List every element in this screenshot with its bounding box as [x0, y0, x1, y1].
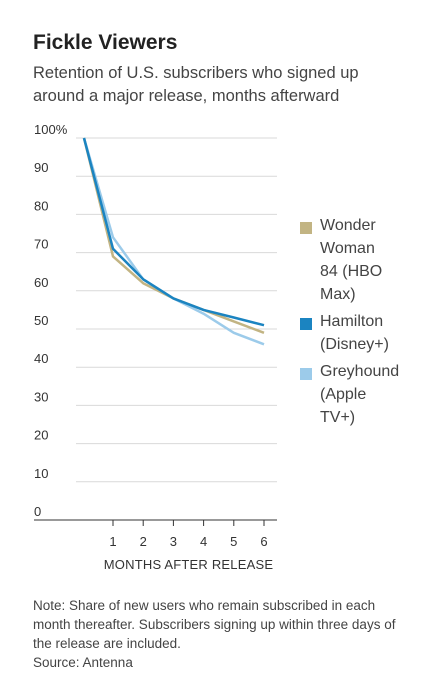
x-tick-label-2: 2	[140, 534, 147, 549]
x-tick-label-4: 4	[200, 534, 207, 549]
y-tick-label-40: 40	[34, 351, 48, 366]
chart-note: Note: Share of new users who remain subs…	[33, 596, 413, 672]
line-chart: 0 10 20 30 40 50 60 70 80 90 100% 1 2 3 4 5 6 MONTHS AF…	[34, 122, 277, 572]
chart-subtitle: Retention of U.S. subscribers who signed…	[33, 64, 359, 105]
legend-swatch-2	[300, 368, 312, 380]
y-axis-tick-labels: 0 10 20 30 40 50 60 70 80 90 100%	[34, 122, 68, 519]
x-axis-label: MONTHS AFTER RELEASE	[104, 557, 274, 572]
y-tick-label-100: 100%	[34, 122, 68, 137]
y-tick-label-30: 30	[34, 389, 48, 404]
series-lines	[82, 137, 265, 346]
x-tick-label-1: 1	[109, 534, 116, 549]
note-text: Note: Share of new users who remain subs…	[33, 598, 396, 651]
y-tick-label-0: 0	[34, 504, 41, 519]
series-line-1	[82, 137, 265, 327]
y-tick-label-20: 20	[34, 428, 48, 443]
legend-label-0: Wonder Woman 84 (HBO Max)	[320, 217, 383, 303]
source-text: Source: Antenna	[33, 655, 133, 670]
legend: Wonder Woman 84 (HBO Max) Hamilton (Disney+) G…	[300, 214, 420, 433]
x-axis: 1 2 3 4 5 6	[34, 519, 277, 549]
y-tick-label-80: 80	[34, 198, 48, 213]
legend-item-1: Hamilton (Disney+)	[300, 310, 420, 356]
y-tick-label-70: 70	[34, 237, 48, 252]
x-tick-label-6: 6	[260, 534, 267, 549]
y-tick-label-10: 10	[34, 466, 48, 481]
y-tick-label-50: 50	[34, 313, 48, 328]
legend-label-1: Hamilton (Disney+)	[320, 313, 389, 353]
legend-item-2: Greyhound (Apple TV+)	[300, 360, 420, 429]
y-tick-label-90: 90	[34, 160, 48, 175]
legend-swatch-1	[300, 318, 312, 330]
legend-swatch-0	[300, 222, 312, 234]
legend-item-0: Wonder Woman 84 (HBO Max)	[300, 214, 420, 306]
grid-lines	[76, 137, 277, 483]
series-line-0	[82, 137, 265, 334]
y-tick-label-60: 60	[34, 275, 48, 290]
x-tick-label-5: 5	[230, 534, 237, 549]
x-tick-label-3: 3	[170, 534, 177, 549]
legend-label-2: Greyhound (Apple TV+)	[320, 363, 400, 426]
chart-title: Fickle Viewers	[33, 31, 178, 54]
